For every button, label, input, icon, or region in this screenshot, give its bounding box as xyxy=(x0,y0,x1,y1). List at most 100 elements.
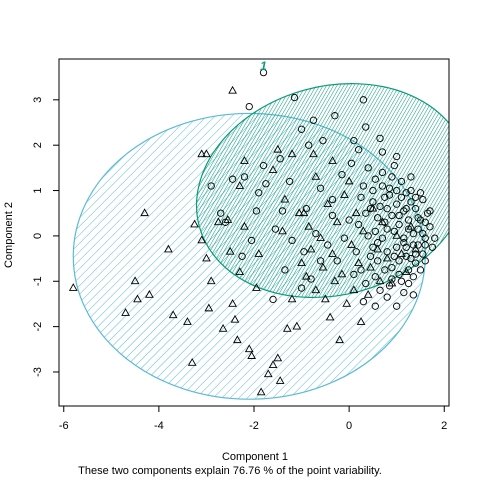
circle-point xyxy=(259,68,268,77)
circle-point xyxy=(416,216,425,224)
triangle-point xyxy=(68,283,78,291)
circle-point xyxy=(407,186,415,195)
triangle-point xyxy=(325,312,335,321)
x-axis-label: Component 1 xyxy=(222,451,288,463)
circle-point xyxy=(328,195,337,204)
triangle-point xyxy=(278,226,287,235)
circle-point xyxy=(421,241,429,249)
circle-point xyxy=(404,216,413,224)
circle-point xyxy=(371,175,379,183)
triangle-point xyxy=(121,308,130,316)
triangle-point xyxy=(268,165,278,173)
triangle-point xyxy=(309,149,318,158)
triangle-point xyxy=(375,276,385,285)
circle-point xyxy=(404,266,413,274)
circle-point xyxy=(421,218,429,226)
circle-point xyxy=(350,136,358,145)
circle-point xyxy=(388,173,396,181)
triangle-point xyxy=(225,246,235,255)
circle-point xyxy=(366,252,375,260)
circle-point xyxy=(397,177,406,186)
cluster-label-1: 1 xyxy=(260,59,267,73)
triangle-point xyxy=(280,194,290,203)
triangle-point xyxy=(363,289,373,298)
circle-point xyxy=(255,189,263,197)
triangle-point xyxy=(197,149,207,158)
triangle-point xyxy=(133,294,142,303)
circle-point xyxy=(395,211,403,220)
circle-point xyxy=(378,168,387,177)
circle-point xyxy=(431,234,439,242)
triangle-point xyxy=(240,221,249,230)
triangle-point xyxy=(344,176,354,185)
circle-point xyxy=(390,252,398,260)
triangle-point xyxy=(206,276,216,285)
circle-point xyxy=(305,141,313,149)
triangle-point xyxy=(202,149,211,158)
triangle-point xyxy=(359,226,368,235)
circle-point xyxy=(402,205,410,213)
circle-point xyxy=(347,159,356,167)
y-tick-label: 2 xyxy=(32,142,44,148)
triangle-point xyxy=(273,353,283,362)
circle-point xyxy=(402,243,410,251)
circle-point xyxy=(286,177,294,186)
circle-point xyxy=(395,270,403,279)
circle-point xyxy=(409,229,417,238)
triangle-point xyxy=(311,172,321,180)
circle-point xyxy=(354,220,363,229)
circle-point xyxy=(409,273,417,281)
circle-point xyxy=(371,302,379,310)
y-tick-label: -1 xyxy=(32,276,44,286)
points-layer xyxy=(68,68,439,396)
circle-point xyxy=(271,225,280,233)
circle-point xyxy=(395,257,403,265)
triangle-point xyxy=(130,276,140,285)
circle-point xyxy=(338,171,346,179)
circle-point xyxy=(371,227,379,236)
circle-point xyxy=(393,152,401,161)
triangle-point xyxy=(320,294,330,303)
circle-point xyxy=(374,257,382,265)
circle-point xyxy=(350,270,358,279)
x-axis: -6 -4 -2 0 2 xyxy=(59,405,447,432)
triangle-point xyxy=(140,208,149,217)
triangle-point xyxy=(316,233,325,242)
circle-point xyxy=(397,193,406,201)
circle-point xyxy=(409,241,417,249)
circle-point xyxy=(364,164,372,172)
circle-point xyxy=(362,209,370,217)
circle-point xyxy=(393,200,401,208)
triangle-point xyxy=(304,221,314,230)
triangle-point xyxy=(144,289,154,298)
circle-point xyxy=(378,234,387,242)
circle-point xyxy=(362,279,370,288)
triangle-point xyxy=(190,219,199,228)
triangle-point xyxy=(287,149,297,158)
circle-point xyxy=(404,225,413,233)
x-tick-label: 2 xyxy=(441,420,447,432)
triangle-point xyxy=(323,199,333,208)
triangle-point xyxy=(354,258,364,266)
x-tick-label: -4 xyxy=(154,420,164,432)
circle-point xyxy=(319,136,327,145)
triangle-point xyxy=(263,369,273,378)
circle-point xyxy=(374,214,382,222)
circle-point xyxy=(419,229,427,238)
circle-point xyxy=(297,284,306,292)
triangle-point xyxy=(228,299,237,307)
circle-point xyxy=(247,236,256,245)
triangle-point xyxy=(306,244,316,253)
circle-point xyxy=(407,198,415,206)
circle-point xyxy=(312,229,320,238)
triangle-point xyxy=(330,276,340,285)
triangle-point xyxy=(164,244,173,253)
triangle-point xyxy=(328,249,337,257)
circle-point xyxy=(259,161,268,170)
circle-point xyxy=(278,207,287,215)
triangle-point xyxy=(366,262,375,271)
circle-point xyxy=(388,275,396,283)
triangle-point xyxy=(294,208,304,217)
circle-point xyxy=(390,227,398,236)
